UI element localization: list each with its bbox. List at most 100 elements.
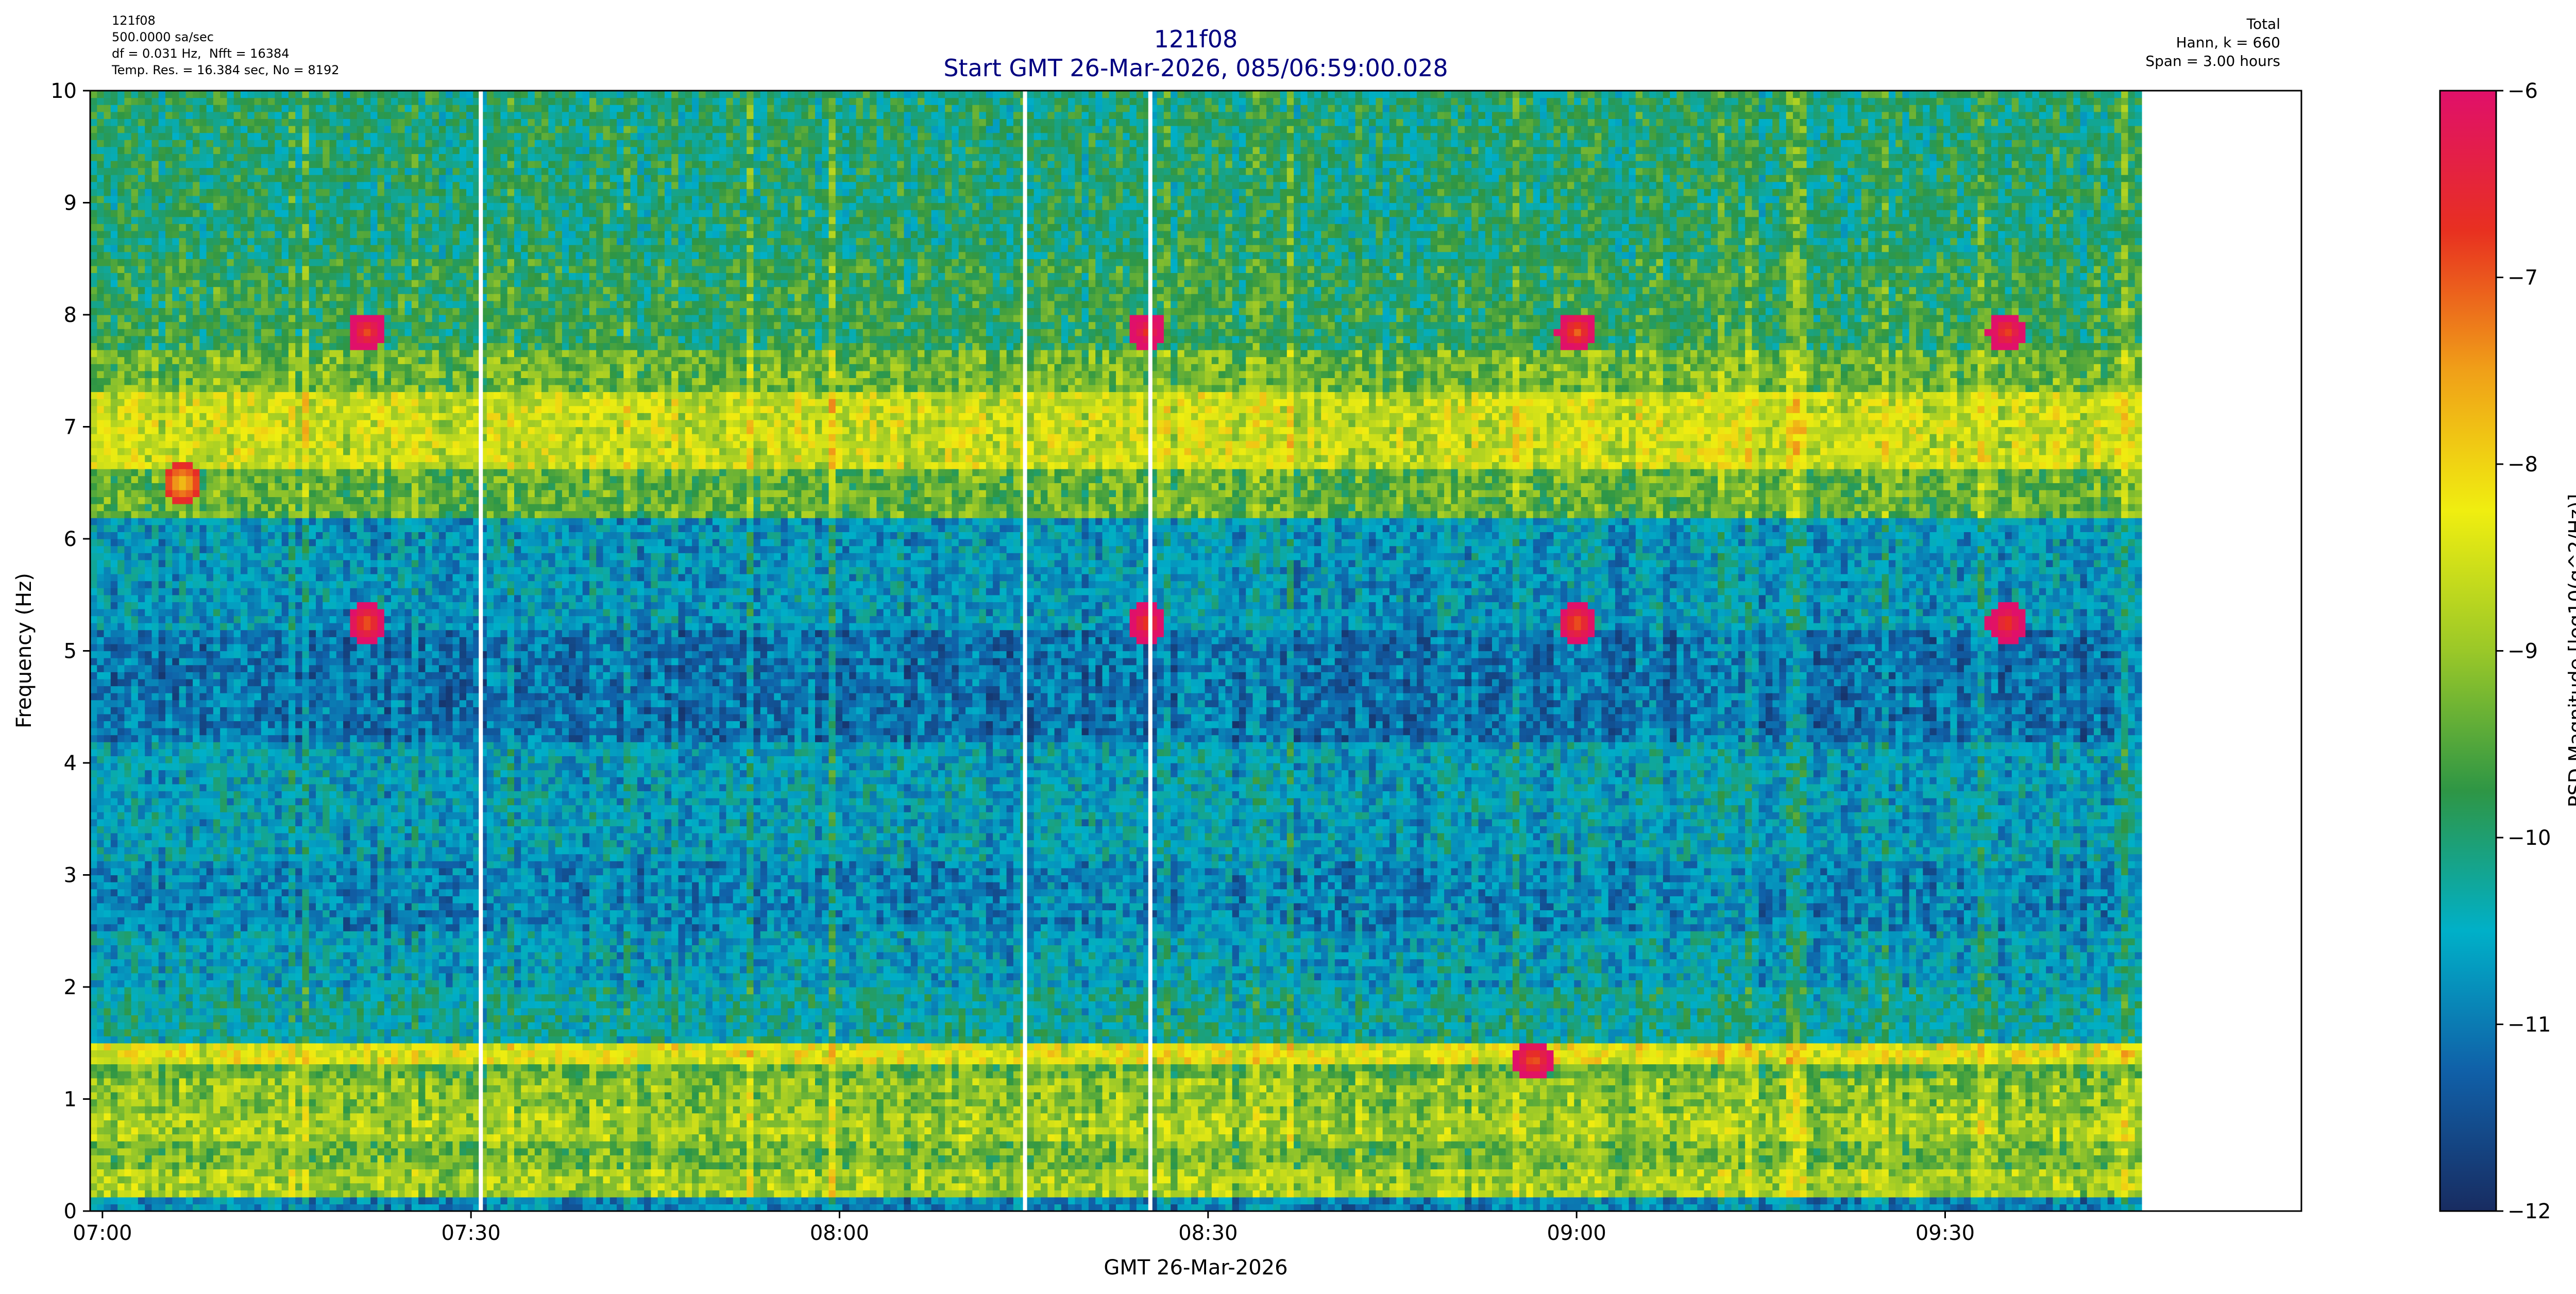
heatmap-cell <box>460 1155 467 1162</box>
heatmap-cell <box>1383 1204 1390 1211</box>
heatmap-cell <box>357 1204 364 1211</box>
heatmap-cell <box>945 1197 952 1204</box>
heatmap-cell <box>1137 1169 1144 1176</box>
heatmap-cell <box>159 1176 166 1183</box>
heatmap-cell <box>152 1155 159 1162</box>
heatmap-cell <box>1082 1162 1089 1169</box>
heatmap-cell <box>1547 1197 1554 1204</box>
heatmap-cell <box>514 1183 521 1190</box>
heatmap-cell <box>1431 1197 1438 1204</box>
heatmap-cell <box>1971 1162 1978 1169</box>
heatmap-cell <box>1547 1190 1554 1197</box>
heatmap-cell <box>1335 1162 1342 1169</box>
heatmap-cell <box>1444 1183 1451 1190</box>
heatmap-cell <box>1684 1204 1691 1211</box>
heatmap-cell <box>555 1197 563 1204</box>
heatmap-cell <box>808 1204 816 1211</box>
heatmap-cell <box>1444 1197 1451 1204</box>
heatmap-cell <box>815 1197 822 1204</box>
heatmap-cell <box>1458 1169 1465 1176</box>
heatmap-cell <box>1663 1183 1670 1190</box>
heatmap-cell <box>145 1183 152 1190</box>
heatmap-cell <box>1308 1155 1315 1162</box>
heatmap-cell <box>1916 1162 1923 1169</box>
heatmap-cell <box>644 1197 651 1204</box>
heatmap-cell <box>1348 1183 1355 1190</box>
heatmap-cell <box>302 1169 310 1176</box>
heatmap-cell <box>1396 1155 1403 1162</box>
heatmap-cell <box>2094 1176 2101 1183</box>
heatmap-cell <box>767 1169 774 1176</box>
heatmap-cell <box>754 1155 761 1162</box>
heatmap-cell <box>952 1162 959 1169</box>
heatmap-cell <box>1724 1169 1732 1176</box>
heatmap-cell <box>1820 1183 1827 1190</box>
heatmap-cell <box>1855 1162 1862 1169</box>
heatmap-cell <box>945 1162 952 1169</box>
heatmap-cell <box>446 1197 453 1204</box>
heatmap-cell <box>794 1190 802 1197</box>
heatmap-cell <box>1636 1169 1643 1176</box>
heatmap-cell <box>1479 1197 1486 1204</box>
heatmap-cell <box>343 1183 350 1190</box>
heatmap-cell <box>986 1183 993 1190</box>
heatmap-cell <box>1588 1169 1595 1176</box>
heatmap-cell <box>1964 1162 1971 1169</box>
heatmap-cell <box>234 1204 241 1211</box>
heatmap-cell <box>1601 1190 1608 1197</box>
heatmap-cell <box>569 1190 576 1197</box>
heatmap-cell <box>90 1155 97 1162</box>
heatmap-cell <box>870 1197 877 1204</box>
heatmap-cell <box>521 1197 528 1204</box>
heatmap-cell <box>2066 1190 2074 1197</box>
heatmap-cell <box>1676 1183 1684 1190</box>
heatmap-cell <box>1971 1183 1978 1190</box>
heatmap-cell <box>521 1183 528 1190</box>
heatmap-cell <box>1574 1183 1581 1190</box>
heatmap-cell <box>227 1204 234 1211</box>
heatmap-cell <box>2032 1169 2040 1176</box>
heatmap-cell <box>760 1155 768 1162</box>
heatmap-cell <box>343 1176 350 1183</box>
heatmap-cell <box>220 1204 227 1211</box>
heatmap-cell <box>1047 1183 1055 1190</box>
heatmap-cell <box>309 1162 316 1169</box>
heatmap-cell <box>617 1162 624 1169</box>
heatmap-cell <box>1451 1183 1458 1190</box>
heatmap-cell <box>432 1204 439 1211</box>
heatmap-cell <box>1595 1176 1602 1183</box>
heatmap-cell <box>1943 1162 1951 1169</box>
heatmap-cell <box>644 1204 651 1211</box>
heatmap-cell <box>1225 1197 1232 1204</box>
heatmap-cell <box>1841 1162 1848 1169</box>
heatmap-cell <box>241 1176 248 1183</box>
heatmap-cell <box>1479 1169 1486 1176</box>
heatmap-cell <box>1800 1197 1807 1204</box>
heatmap-cell <box>972 1190 979 1197</box>
heatmap-cell <box>1971 1190 1978 1197</box>
heatmap-cell <box>384 1155 392 1162</box>
heatmap-cell <box>596 1169 603 1176</box>
heatmap-cell <box>1724 1176 1732 1183</box>
heatmap-cell <box>1814 1169 1821 1176</box>
heatmap-cell <box>1663 1204 1670 1211</box>
heatmap-cell <box>1157 1190 1164 1197</box>
heatmap-cell <box>357 1190 364 1197</box>
heatmap-cell <box>876 1162 884 1169</box>
heatmap-cell <box>719 1162 726 1169</box>
heatmap-cell <box>583 1204 590 1211</box>
heatmap-cell <box>1957 1162 1964 1169</box>
heatmap-cell <box>1540 1155 1547 1162</box>
heatmap-cell <box>1164 1176 1171 1183</box>
heatmap-cell <box>644 1176 651 1183</box>
heatmap-cell <box>801 1197 808 1204</box>
heatmap-cell <box>1376 1190 1383 1197</box>
heatmap-cell <box>959 1204 966 1211</box>
heatmap-cell <box>1704 1197 1711 1204</box>
heatmap-cell <box>138 1176 145 1183</box>
heatmap-cell <box>1171 1183 1178 1190</box>
heatmap-cell <box>1663 1176 1670 1183</box>
heatmap-cell <box>1636 1204 1643 1211</box>
heatmap-cell <box>1780 1183 1787 1190</box>
heatmap-cell <box>1410 1197 1417 1204</box>
